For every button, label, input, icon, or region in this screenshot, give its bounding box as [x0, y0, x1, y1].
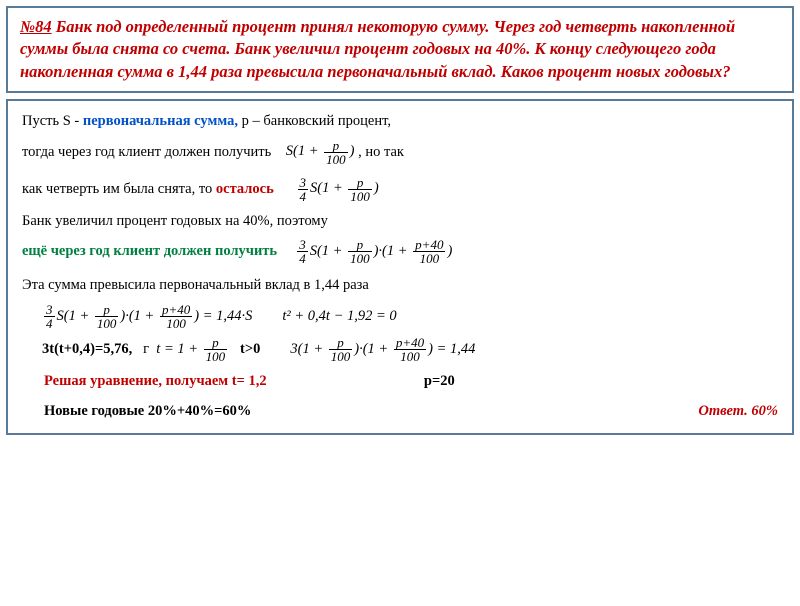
- l9b: Ответ. 60%: [698, 403, 778, 419]
- formula-1: S(1 + p100): [286, 143, 355, 159]
- l3b: осталось: [216, 180, 274, 196]
- l7b: г: [143, 341, 149, 357]
- problem-number: №84: [20, 17, 52, 36]
- line-2: тогда через год клиент должен получить S…: [22, 139, 778, 166]
- l7a: 3t(t+0,4)=5,76,: [42, 341, 132, 357]
- line-1: Пусть S - первоначальная сумма, p – банк…: [22, 111, 778, 133]
- slide: №84 Банк под определенный процент принял…: [0, 6, 800, 606]
- line-9: Новые годовые 20%+40%=60% Ответ. 60%: [22, 401, 778, 423]
- l2b: , но так: [358, 143, 404, 159]
- equation-row-2: 3t(t+0,4)=5,76, г t = 1 + p100 t>0 3(1 +…: [42, 336, 778, 363]
- l1b: первоначальная сумма,: [83, 113, 238, 129]
- equation-row-1: 34S(1 + p100)·(1 + p+40100) = 1,44·S t² …: [42, 303, 778, 330]
- problem-text: №84 Банк под определенный процент принял…: [20, 16, 780, 83]
- solution-box: Пусть S - первоначальная сумма, p – банк…: [6, 99, 794, 435]
- formula-4: 34S(1 + p100)·(1 + p+40100) = 1,44·S: [42, 303, 252, 330]
- line-8: Решая уравнение, получаем t= 1,2 p=20: [44, 371, 778, 393]
- line-4: Банк увеличил процент годовых на 40%, по…: [22, 211, 778, 233]
- formula-3: 34S(1 + p100)·(1 + p+40100): [295, 243, 452, 259]
- l1a: Пусть S -: [22, 113, 79, 129]
- l1c: p – банковский процент,: [242, 113, 391, 129]
- formula-7: 3(1 + p100)·(1 + p+40100) = 1,44: [290, 336, 475, 363]
- formula-5: t² + 0,4t − 1,92 = 0: [282, 306, 396, 328]
- l5: ещё через год клиент должен получить: [22, 243, 277, 259]
- line-6: Эта сумма превысила первоначальный вклад…: [22, 275, 778, 297]
- l7: 3t(t+0,4)=5,76, г t = 1 + p100 t>0: [42, 336, 260, 363]
- l8b: p=20: [424, 373, 455, 389]
- l8a: Решая уравнение, получаем t= 1,2: [44, 373, 267, 389]
- line-5: ещё через год клиент должен получить 34S…: [22, 238, 778, 265]
- formula-6: t = 1 + p100: [156, 341, 229, 357]
- problem-body: Банк под определенный процент принял нек…: [20, 17, 735, 81]
- l3a: как четверть им была снята, то: [22, 180, 212, 196]
- l7c: t>0: [240, 341, 260, 357]
- l2a: тогда через год клиент должен получить: [22, 143, 271, 159]
- l4: Банк увеличил процент годовых на 40%, по…: [22, 213, 328, 229]
- line-3: как четверть им была снята, то осталось …: [22, 176, 778, 203]
- l6: Эта сумма превысила первоначальный вклад…: [22, 277, 369, 293]
- l9a: Новые годовые 20%+40%=60%: [44, 403, 251, 419]
- formula-2: 34S(1 + p100): [296, 180, 379, 196]
- problem-box: №84 Банк под определенный процент принял…: [6, 6, 794, 93]
